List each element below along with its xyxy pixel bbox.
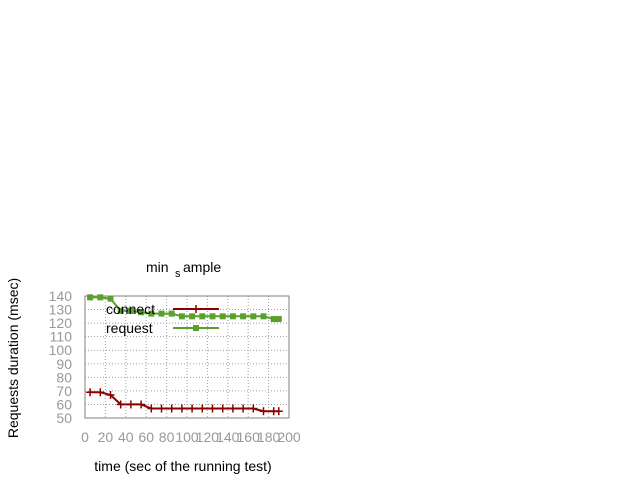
y-tick-label: 120 — [49, 315, 73, 331]
chart-title-main: min — [146, 259, 169, 275]
data-point-request — [270, 316, 277, 323]
data-point-connect — [259, 407, 268, 416]
x-tick-label: 60 — [138, 429, 154, 445]
series-connect — [86, 388, 283, 416]
legend-marker-request — [193, 325, 199, 331]
data-point-request — [250, 313, 257, 320]
series-group — [86, 294, 283, 416]
y-tick-label: 110 — [50, 329, 73, 345]
chart-title: min s ample — [146, 259, 221, 280]
data-point-connect — [167, 404, 176, 413]
data-point-connect — [86, 388, 95, 397]
y-tick-label: 50 — [56, 410, 72, 426]
data-point-request — [260, 313, 267, 320]
x-tick-label: 0 — [81, 429, 89, 445]
data-point-request — [178, 313, 185, 320]
legend: connect request — [106, 301, 219, 336]
y-tick-label: 100 — [49, 342, 73, 358]
plot-frame — [84, 295, 290, 419]
y-axis-label: Requests duration (msec) — [5, 278, 21, 438]
x-tick-label: 100 — [175, 429, 199, 445]
data-point-request — [127, 307, 134, 314]
data-point-connect — [157, 404, 166, 413]
data-point-request — [117, 307, 124, 314]
data-point-connect — [228, 404, 237, 413]
x-axis-label: time (sec of the running test) — [94, 458, 271, 474]
x-tick-label: 180 — [257, 429, 281, 445]
data-point-connect — [137, 400, 146, 409]
data-point-connect — [188, 404, 197, 413]
x-tick-label: 160 — [237, 429, 261, 445]
data-point-request — [107, 295, 114, 302]
data-point-connect — [126, 400, 135, 409]
data-point-connect — [239, 404, 248, 413]
series-request — [87, 294, 282, 323]
x-tick-label: 80 — [159, 429, 175, 445]
y-tick-label: 60 — [56, 396, 72, 412]
data-point-request — [87, 294, 94, 301]
data-point-connect — [208, 404, 217, 413]
data-point-request — [199, 313, 206, 320]
data-point-request — [240, 313, 247, 320]
x-tick-label: 120 — [196, 429, 220, 445]
y-tick-label: 70 — [56, 383, 72, 399]
x-tick-label: 140 — [216, 429, 240, 445]
data-point-request — [168, 310, 175, 317]
data-point-request — [189, 313, 196, 320]
x-tick-label: 20 — [98, 429, 114, 445]
data-point-request — [158, 310, 165, 317]
data-point-request — [275, 316, 282, 323]
y-tick-label: 130 — [49, 302, 73, 318]
y-tick-label: 90 — [56, 356, 72, 372]
data-point-request — [209, 313, 216, 320]
y-tick-label: 140 — [49, 288, 73, 304]
legend-label-connect: connect — [106, 301, 155, 317]
chart-title-tail: ample — [183, 259, 221, 275]
data-point-request — [219, 313, 226, 320]
data-point-request — [97, 294, 104, 301]
x-tick-label: 200 — [277, 429, 301, 445]
data-point-connect — [96, 388, 105, 397]
legend-marker-connect — [192, 305, 200, 313]
data-point-connect — [177, 404, 186, 413]
axis-ticks: 0 20 40 60 80 1001201401601802005060708090100… — [49, 288, 301, 445]
data-point-connect — [218, 404, 227, 413]
legend-label-request: request — [106, 320, 153, 336]
data-point-connect — [147, 404, 156, 413]
data-point-request — [229, 313, 236, 320]
data-point-connect — [198, 404, 207, 413]
data-point-connect — [249, 404, 258, 413]
data-point-connect — [116, 400, 125, 409]
data-point-request — [138, 309, 145, 316]
data-point-connect — [274, 407, 283, 416]
data-point-request — [148, 310, 155, 317]
x-tick-label: 40 — [118, 429, 134, 445]
y-tick-label: 80 — [56, 369, 72, 385]
chart-title-subscript: s — [175, 268, 181, 280]
data-point-connect — [106, 390, 115, 399]
